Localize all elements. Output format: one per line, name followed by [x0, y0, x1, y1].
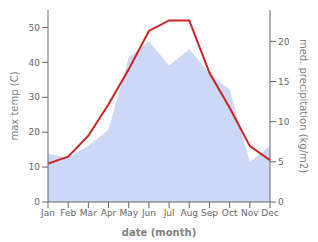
svg-text:10: 10 [278, 117, 290, 127]
svg-text:Jan: Jan [40, 208, 55, 218]
svg-text:Feb: Feb [60, 208, 76, 218]
svg-text:date (month): date (month) [122, 227, 196, 238]
svg-text:Oct: Oct [222, 208, 238, 218]
svg-text:20: 20 [278, 37, 290, 47]
svg-text:Mar: Mar [80, 208, 97, 218]
svg-text:30: 30 [29, 92, 41, 102]
svg-text:May: May [119, 208, 138, 218]
svg-text:Sep: Sep [201, 208, 218, 218]
svg-text:med. precipitation (kg/m2): med. precipitation (kg/m2) [298, 39, 309, 173]
svg-text:Apr: Apr [101, 208, 117, 218]
svg-text:Dec: Dec [261, 208, 278, 218]
svg-text:50: 50 [29, 23, 41, 33]
svg-text:10: 10 [29, 162, 41, 172]
svg-text:Aug: Aug [180, 208, 198, 218]
svg-text:max temp (C): max temp (C) [9, 71, 20, 140]
svg-text:0: 0 [34, 197, 40, 207]
svg-text:Nov: Nov [241, 208, 259, 218]
svg-text:Jul: Jul [163, 208, 175, 218]
svg-text:5: 5 [278, 157, 284, 167]
svg-text:0: 0 [278, 197, 284, 207]
svg-text:Jun: Jun [141, 208, 156, 218]
svg-text:20: 20 [29, 127, 41, 137]
svg-text:40: 40 [29, 58, 41, 68]
svg-text:15: 15 [278, 77, 289, 87]
